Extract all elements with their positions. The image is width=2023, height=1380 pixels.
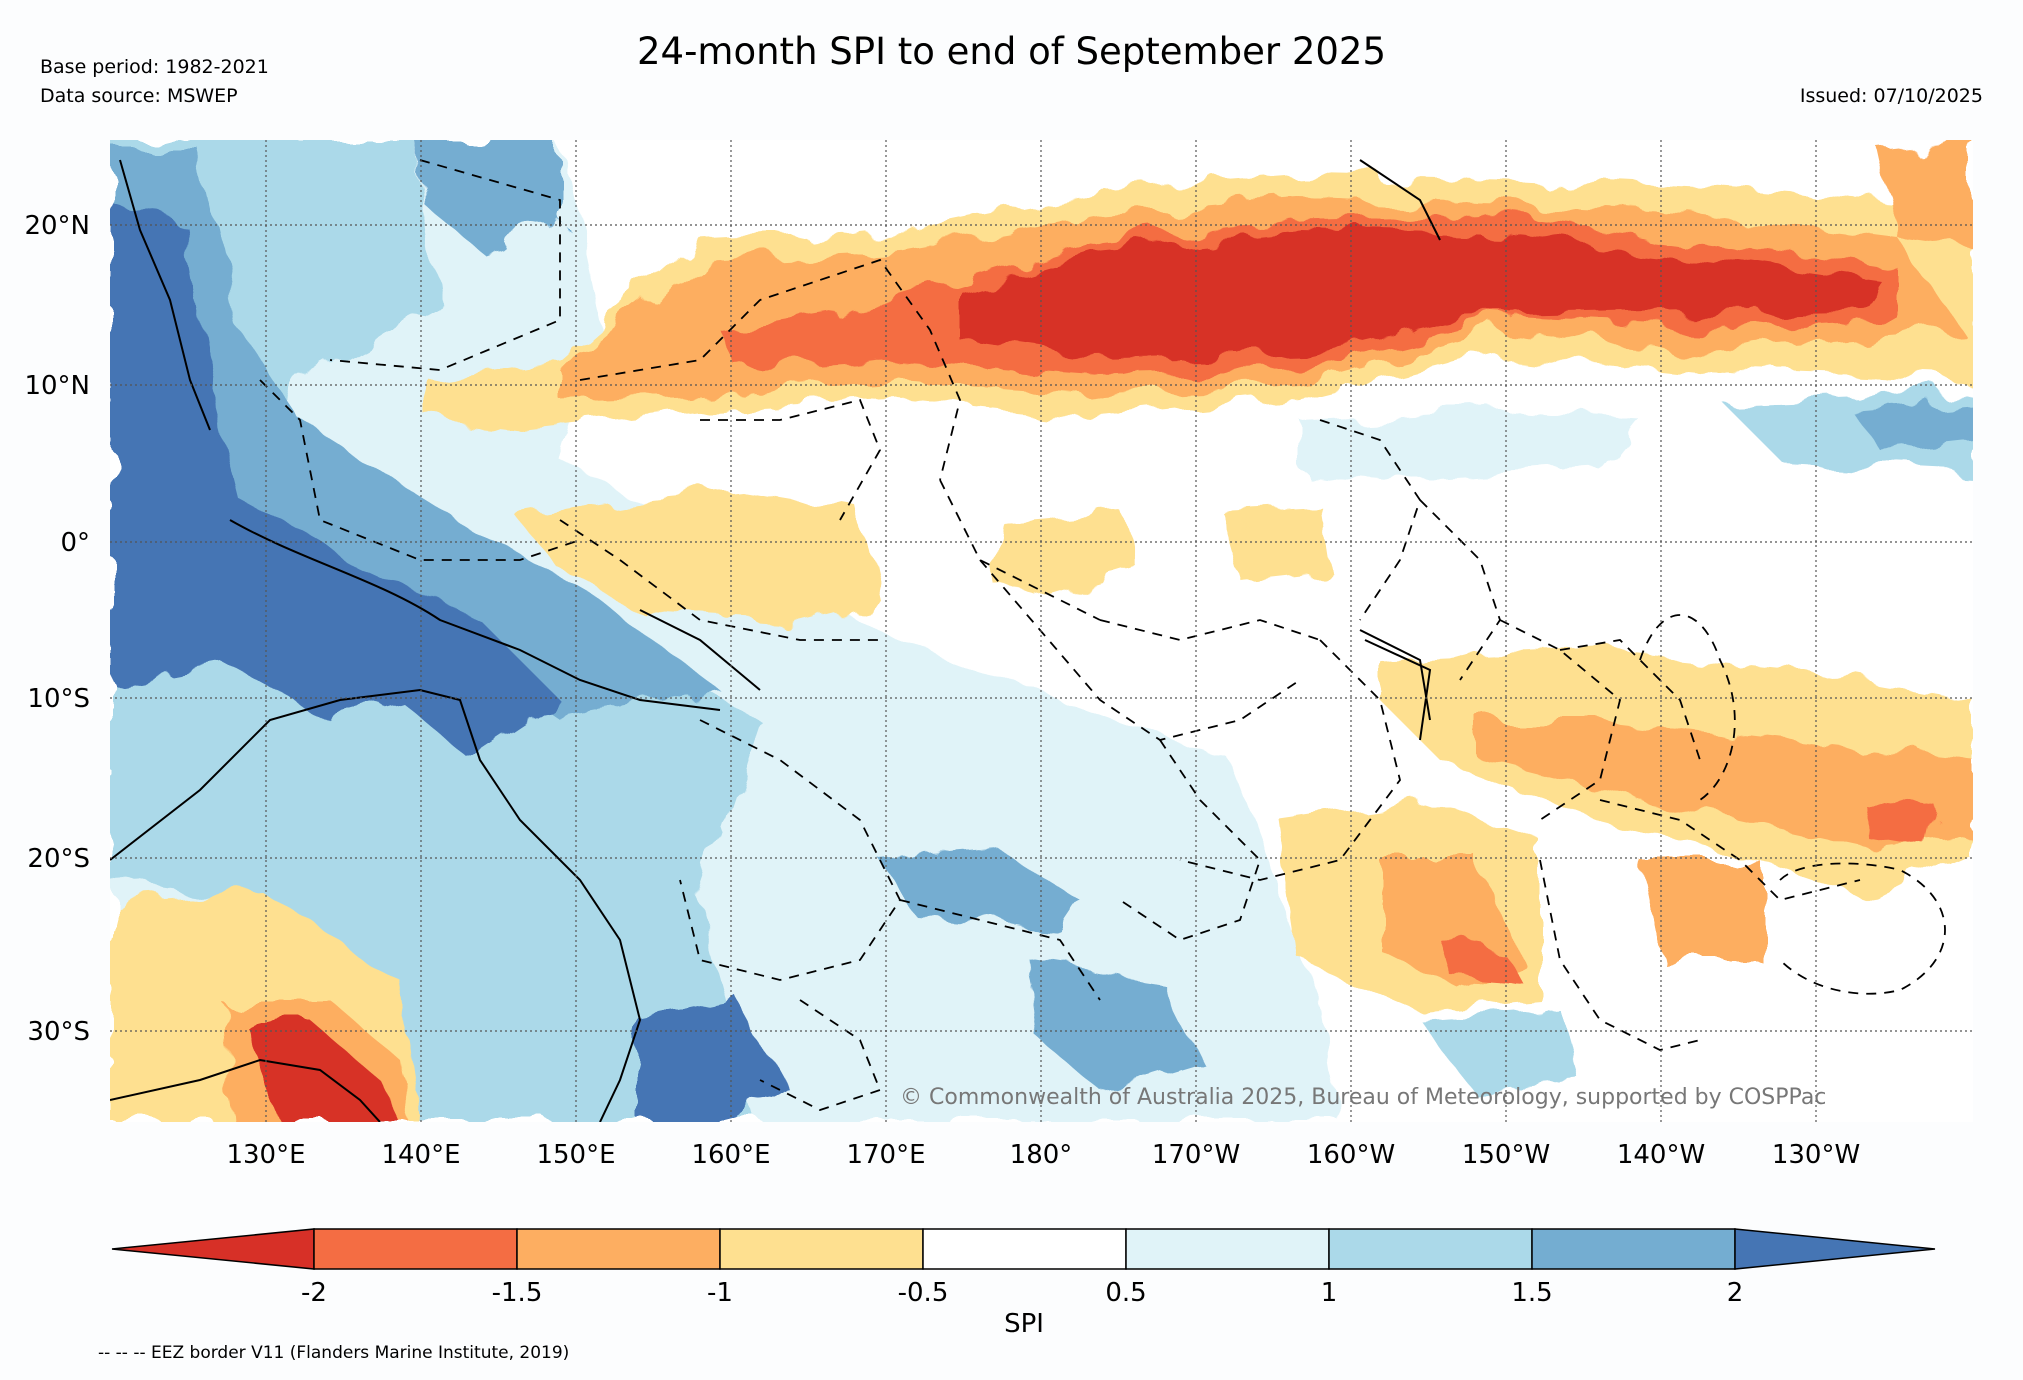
coastlines	[110, 159, 1441, 1122]
eez-footnote: -- -- -- EEZ border V11 (Flanders Marine…	[98, 1343, 570, 1363]
lat-label: 20°N	[24, 211, 90, 241]
lat-label: 10°N	[24, 371, 90, 401]
colorbar-segment	[1328, 1228, 1533, 1270]
lat-label: 0°	[60, 528, 90, 558]
colorbar-tick: -2	[301, 1278, 327, 1308]
issued-date: Issued: 07/10/2025	[1799, 85, 1983, 107]
colorbar-segment	[719, 1228, 924, 1270]
colorbar-tick: 2	[1727, 1278, 1744, 1308]
colorbar-segment	[1531, 1228, 1736, 1270]
data-source: Data source: MSWEP	[40, 85, 238, 107]
colorbar-segment	[516, 1228, 721, 1270]
graticule	[110, 140, 1973, 1122]
lon-label: 170°E	[846, 1140, 925, 1170]
lon-label: 160°E	[691, 1140, 770, 1170]
lon-label: 130°E	[226, 1140, 305, 1170]
lon-label: 180°	[1010, 1140, 1073, 1170]
line-islands-boundary	[1359, 629, 1431, 721]
lat-label: 20°S	[27, 844, 90, 874]
colorbar: -2 -1.5 -1 -0.5 0.5 1 1.5 2 SPI	[111, 1228, 1936, 1339]
colorbar-segment	[313, 1228, 518, 1270]
map-title: 24-month SPI to end of September 2025	[637, 30, 1386, 73]
lon-label: 130°W	[1772, 1140, 1860, 1170]
lon-label: 140°W	[1617, 1140, 1705, 1170]
colorbar-tick: -1.5	[492, 1278, 543, 1308]
lon-label: 150°W	[1462, 1140, 1550, 1170]
lon-label: 150°E	[536, 1140, 615, 1170]
copyright-notice: © Commonwealth of Australia 2025, Bureau…	[900, 1085, 1826, 1110]
colorbar-tick: 0.5	[1105, 1278, 1146, 1308]
colorbar-high-extension	[1734, 1228, 1936, 1270]
lon-labels: 130°E 140°E 150°E 160°E 170°E 180° 170°W…	[226, 1140, 1860, 1170]
eez-borders	[259, 159, 1946, 1111]
lon-label: 170°W	[1152, 1140, 1240, 1170]
colorbar-low-extension	[111, 1228, 315, 1270]
colorbar-segment	[1125, 1228, 1330, 1270]
map-plot-area: © Commonwealth of Australia 2025, Bureau…	[110, 140, 1973, 1122]
colorbar-tick: 1.5	[1511, 1278, 1552, 1308]
colorbar-segment	[922, 1228, 1127, 1270]
colorbar-tick: 1	[1321, 1278, 1338, 1308]
spi-field	[110, 140, 1973, 1122]
lat-labels: 20°N 10°N 0° 10°S 20°S 30°S	[24, 211, 90, 1047]
lat-label: 30°S	[27, 1017, 90, 1047]
lat-label: 10°S	[27, 684, 90, 714]
colorbar-tick: -0.5	[898, 1278, 949, 1308]
lon-label: 160°W	[1307, 1140, 1395, 1170]
lon-label: 140°E	[381, 1140, 460, 1170]
colorbar-label: SPI	[1004, 1309, 1044, 1339]
base-period: Base period: 1982-2021	[40, 56, 269, 78]
colorbar-tick: -1	[707, 1278, 733, 1308]
